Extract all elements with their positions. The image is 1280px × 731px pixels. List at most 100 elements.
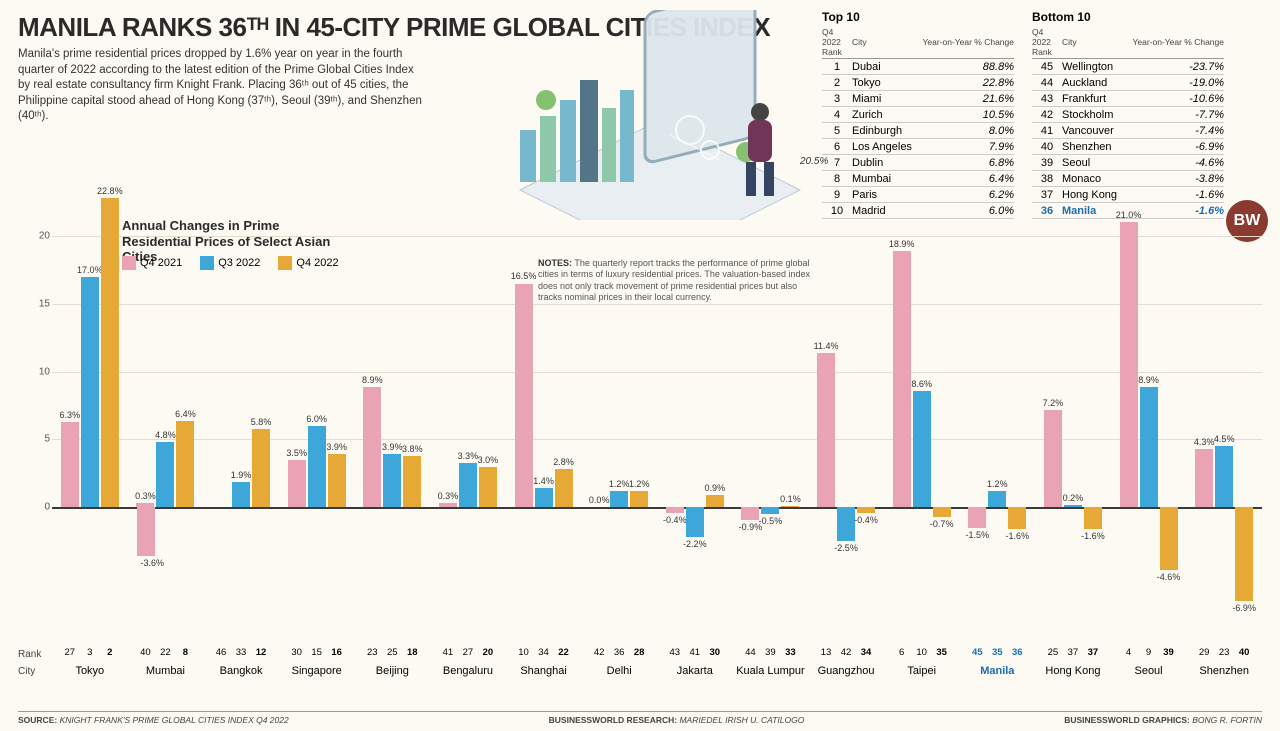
city-bar-group: -0.9%-0.5%0.1% bbox=[733, 198, 809, 643]
table-row: 2Tokyo22.8% bbox=[822, 75, 1014, 91]
top10-col-pct: Year-on-Year % Change bbox=[916, 26, 1014, 59]
city-label: Tokyo bbox=[52, 665, 128, 677]
city-bar-group: 18.9%8.6%-0.7% bbox=[884, 198, 960, 643]
bar: 16.5% bbox=[515, 198, 533, 643]
table-row: 4Zurich10.5% bbox=[822, 107, 1014, 123]
city-label: Manila bbox=[960, 665, 1036, 677]
bar: 8.6% bbox=[913, 198, 931, 643]
y-tick: 20 bbox=[39, 230, 50, 241]
rank-values: 253737 bbox=[1035, 647, 1111, 658]
city-label: Shanghai bbox=[506, 665, 582, 677]
bar: -1.6% bbox=[1008, 198, 1026, 643]
bar: -6.9% bbox=[1235, 198, 1253, 643]
table-row: 41Vancouver-7.4% bbox=[1032, 123, 1224, 139]
bar: -2.5% bbox=[837, 198, 855, 643]
city-label: Taipei bbox=[884, 665, 960, 677]
rank-values: 301516 bbox=[279, 647, 355, 658]
bar: -0.9% bbox=[741, 198, 759, 643]
rank-values: 443933 bbox=[733, 647, 809, 658]
chart-plot-area: 05101520 6.3%17.0%22.8%0.3%4.8%6.4%1.9%5… bbox=[52, 198, 1262, 643]
city-bar-group: 0.3%4.8%6.4% bbox=[128, 198, 204, 643]
table-row: 5Edinburgh8.0% bbox=[822, 123, 1014, 139]
city-bar-group: 0.0%1.2%1.2% bbox=[581, 198, 657, 643]
bar: 17.0% bbox=[81, 198, 99, 643]
rank-values: 40228 bbox=[128, 647, 204, 658]
table-row: 45Wellington-23.7% bbox=[1032, 59, 1224, 75]
bar: -2.2% bbox=[686, 198, 704, 643]
city-bar-group: 11.4%-2.5%-0.4% bbox=[808, 198, 884, 643]
bar: 11.4% bbox=[817, 198, 835, 643]
bar: 3.9% bbox=[383, 198, 401, 643]
city-label: Guangzhou bbox=[808, 665, 884, 677]
rank-values: 4939 bbox=[1111, 647, 1187, 658]
hero-illustration bbox=[430, 10, 850, 220]
rank-values: 292340 bbox=[1186, 647, 1262, 658]
bar: 3.5% bbox=[288, 198, 306, 643]
top10-title: Top 10 bbox=[822, 10, 1014, 24]
city-bar-group: 3.5%6.0%3.9% bbox=[279, 198, 355, 643]
bar: 1.2% bbox=[630, 198, 648, 643]
bottom10-table: Bottom 10 Q4 2022 Rank City Year-on-Year… bbox=[1032, 10, 1224, 219]
city-bar-group: 21.0%8.9%-4.6% bbox=[1111, 198, 1187, 643]
bar: 1.9% bbox=[232, 198, 250, 643]
bar: 6.0% bbox=[308, 198, 326, 643]
city-label: Seoul bbox=[1111, 665, 1187, 677]
bar: 1.2% bbox=[610, 198, 628, 643]
rank-values: 423628 bbox=[581, 647, 657, 658]
city-bar-group: -1.5%1.2%-1.6% bbox=[960, 198, 1036, 643]
bar: 3.0% bbox=[479, 198, 497, 643]
bar: 5.8% bbox=[252, 198, 270, 643]
bar: 7.2% bbox=[1044, 198, 1062, 643]
table-row: 6Los Angeles7.9% bbox=[822, 139, 1014, 155]
bar: 8.9% bbox=[363, 198, 381, 643]
y-tick: 5 bbox=[44, 434, 50, 445]
rank-values: 463312 bbox=[203, 647, 279, 658]
city-label: Shenzhen bbox=[1186, 665, 1262, 677]
bottom10-col-pct: Year-on-Year % Change bbox=[1123, 26, 1224, 59]
city-label: Delhi bbox=[581, 665, 657, 677]
bar: 0.1% bbox=[781, 198, 799, 643]
top10-col-rank: Q4 2022 Rank bbox=[822, 26, 852, 59]
bar: 4.5% bbox=[1215, 198, 1233, 643]
bar: 1.2% bbox=[988, 198, 1006, 643]
bar: 18.9% bbox=[893, 198, 911, 643]
bar: 22.8% bbox=[101, 198, 119, 643]
bar: -0.5% bbox=[761, 198, 779, 643]
city-bar-group: 6.3%17.0%22.8% bbox=[52, 198, 128, 643]
bar: 0.9% bbox=[706, 198, 724, 643]
bar: 0.2% bbox=[1064, 198, 1082, 643]
bar: 4.8% bbox=[156, 198, 174, 643]
bar: -0.4% bbox=[857, 198, 875, 643]
rank-values: 103422 bbox=[506, 647, 582, 658]
city-bar-group: 8.9%3.9%3.8% bbox=[355, 198, 431, 643]
rank-values: 2732 bbox=[52, 647, 128, 658]
bar: 8.9% bbox=[1140, 198, 1158, 643]
rank-values: 453536 bbox=[960, 647, 1036, 658]
rank-row-label: Rank bbox=[18, 649, 41, 660]
city-bar-group: 1.9%5.8% bbox=[203, 198, 279, 643]
bar: 1.4% bbox=[535, 198, 553, 643]
bar: 0.3% bbox=[136, 198, 154, 643]
bar: -0.7% bbox=[933, 198, 951, 643]
top10-table: Top 10 Q4 2022 Rank City Year-on-Year % … bbox=[822, 10, 1014, 219]
bar: 0.3% bbox=[439, 198, 457, 643]
bar: -4.6% bbox=[1160, 198, 1178, 643]
y-tick: 10 bbox=[39, 366, 50, 377]
table-row: 39Seoul-4.6% bbox=[1032, 155, 1224, 171]
city-label: Jakarta bbox=[657, 665, 733, 677]
y-tick: 0 bbox=[44, 502, 50, 513]
city-label: Mumbai bbox=[128, 665, 204, 677]
bar: 3.3% bbox=[459, 198, 477, 643]
city-label: Hong Kong bbox=[1035, 665, 1111, 677]
city-bar-group: 4.3%4.5%-6.9% bbox=[1186, 198, 1262, 643]
bar: 2.8% bbox=[555, 198, 573, 643]
rank-values: 434130 bbox=[657, 647, 733, 658]
bar: 6.4% bbox=[176, 198, 194, 643]
table-row: 38Monaco-3.8% bbox=[1032, 171, 1224, 187]
table-row: 42Stockholm-7.7% bbox=[1032, 107, 1224, 123]
y-tick: 15 bbox=[39, 298, 50, 309]
bottom10-col-city: City bbox=[1062, 26, 1123, 59]
rank-values: 232518 bbox=[355, 647, 431, 658]
table-row: 3Miami21.6% bbox=[822, 91, 1014, 107]
table-row: 7Dublin6.8% bbox=[822, 155, 1014, 171]
